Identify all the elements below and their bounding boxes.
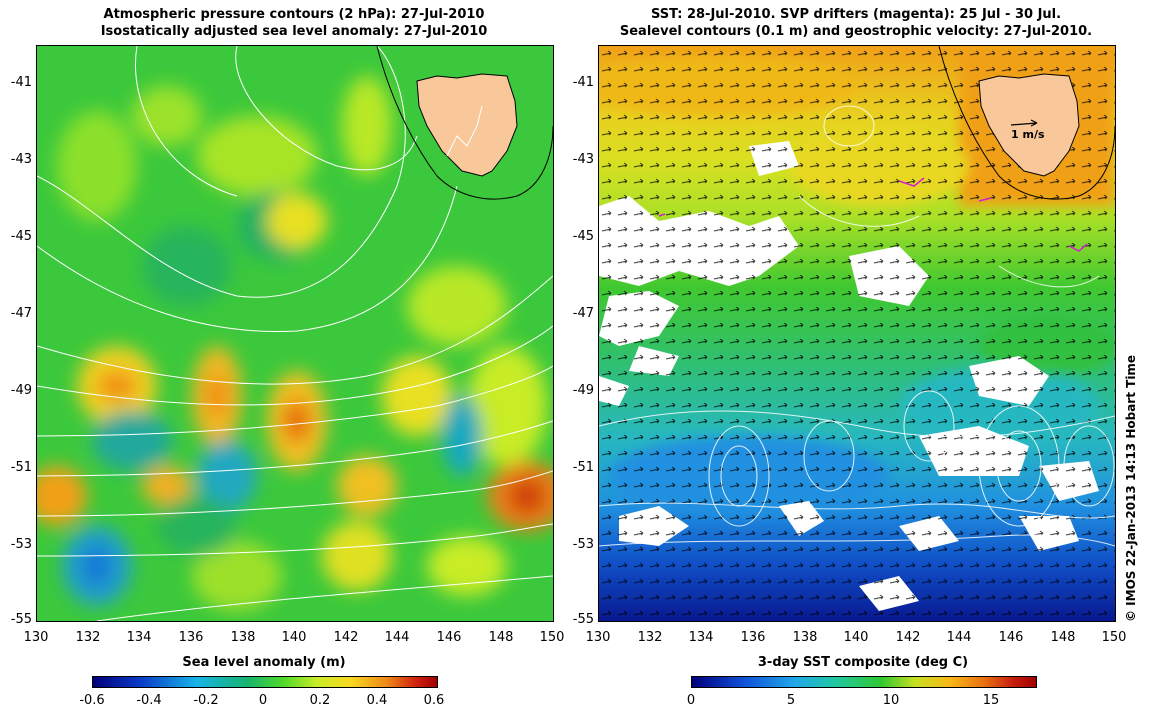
lon-tick: 146: [436, 630, 462, 645]
right-title-line1: SST: 28-Jul-2010. SVP drifters (magenta)…: [650, 7, 1062, 22]
sst-tick: 15: [982, 693, 1000, 708]
lon-tick: 138: [792, 630, 818, 645]
lat-tick: -55: [10, 612, 32, 627]
sla-tick: -0.2: [193, 693, 219, 708]
lat-tick: -41: [10, 75, 32, 90]
lon-tick: 150: [539, 630, 565, 645]
lon-tick: 144: [384, 630, 410, 645]
sst-tick: 10: [882, 693, 900, 708]
sla-colorbar-title: Sea level anomaly (m): [182, 655, 346, 670]
tasmania-landmass-sst: [978, 73, 1080, 177]
lon-tick: 138: [230, 630, 256, 645]
lon-tick: 132: [637, 630, 663, 645]
lon-tick: 146: [998, 630, 1024, 645]
lon-tick: 134: [688, 630, 714, 645]
sst-colorbar: [691, 676, 1037, 688]
sst-tick: 5: [786, 693, 796, 708]
lon-tick: 140: [843, 630, 869, 645]
lon-tick: 142: [895, 630, 921, 645]
sla-map: [37, 46, 553, 621]
lat-tick: -53: [10, 537, 32, 552]
lon-tick: 148: [1050, 630, 1076, 645]
left-title-line1: Atmospheric pressure contours (2 hPa): 2…: [103, 7, 485, 22]
sst-map: 1 m/s: [599, 46, 1115, 621]
sla-tick: 0.4: [366, 693, 388, 708]
lon-tick: 144: [946, 630, 972, 645]
lat-tick: -55: [572, 612, 594, 627]
sla-colorbar: [92, 676, 438, 688]
lat-tick: -43: [572, 152, 594, 167]
lon-tick: 142: [333, 630, 359, 645]
lat-tick: -51: [572, 460, 594, 475]
lon-tick: 130: [585, 630, 611, 645]
lon-tick: 148: [488, 630, 514, 645]
lon-tick: 130: [23, 630, 49, 645]
left-title-line2: Isostatically adjusted sea level anomaly…: [100, 24, 488, 39]
sst-tick: 0: [686, 693, 696, 708]
lon-tick: 136: [740, 630, 766, 645]
lat-tick: -41: [572, 75, 594, 90]
lat-tick: -45: [10, 229, 32, 244]
sla-map-panel: [36, 45, 554, 622]
lon-tick: 132: [75, 630, 101, 645]
velocity-scale-label: 1 m/s: [1011, 128, 1045, 141]
lat-tick: -43: [10, 152, 32, 167]
lat-tick: -49: [572, 383, 594, 398]
lat-tick: -53: [572, 537, 594, 552]
sla-tick: 0: [258, 693, 268, 708]
lat-tick: -47: [10, 306, 32, 321]
lat-tick: -51: [10, 460, 32, 475]
lat-tick: -49: [10, 383, 32, 398]
imos-credit: © IMOS 22-Jan-2013 14:13 Hobart Time: [1124, 354, 1138, 622]
lat-tick: -47: [572, 306, 594, 321]
right-title-line2: Sealevel contours (0.1 m) and geostrophi…: [619, 24, 1093, 39]
sla-tick: -0.6: [79, 693, 105, 708]
sla-tick: -0.4: [136, 693, 162, 708]
sla-tick: 0.2: [309, 693, 331, 708]
tasmania-landmass: [416, 73, 518, 177]
lat-tick: -45: [572, 229, 594, 244]
velocity-scale-arrow: [1010, 119, 1038, 127]
lon-tick: 150: [1101, 630, 1127, 645]
lon-tick: 134: [126, 630, 152, 645]
sst-colorbar-title: 3-day SST composite (deg C): [757, 655, 969, 670]
lon-tick: 140: [281, 630, 307, 645]
sla-tick: 0.6: [423, 693, 445, 708]
lon-tick: 136: [178, 630, 204, 645]
sst-map-panel: 1 m/s: [598, 45, 1116, 622]
